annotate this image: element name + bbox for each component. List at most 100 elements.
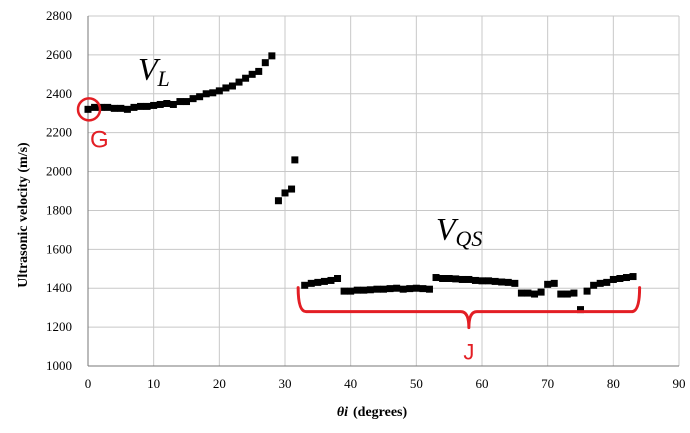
data-point bbox=[570, 289, 578, 297]
x-axis-title: θi (degrees) bbox=[337, 405, 408, 420]
x-tick-label: 40 bbox=[344, 376, 357, 391]
y-tick-label: 2200 bbox=[46, 125, 72, 140]
data-point bbox=[91, 103, 99, 111]
data-point bbox=[222, 84, 230, 92]
data-point bbox=[590, 281, 598, 289]
vl-annotation: VL bbox=[138, 51, 170, 91]
data-point bbox=[419, 285, 427, 293]
data-point bbox=[143, 102, 151, 110]
j-bracket bbox=[296, 286, 642, 330]
data-point bbox=[156, 100, 164, 108]
y-tick-label: 2800 bbox=[46, 8, 72, 23]
data-point bbox=[517, 289, 525, 297]
data-point bbox=[104, 103, 112, 111]
x-tick-label: 50 bbox=[410, 376, 423, 391]
data-point bbox=[465, 275, 473, 283]
data-point bbox=[380, 285, 387, 293]
data-point bbox=[491, 277, 499, 285]
data-point bbox=[458, 275, 466, 283]
data-point bbox=[616, 275, 624, 282]
y-tick-label: 1800 bbox=[46, 202, 72, 217]
data-point bbox=[544, 280, 552, 288]
data-point bbox=[557, 290, 565, 298]
data-point bbox=[189, 95, 197, 103]
data-point bbox=[248, 70, 256, 78]
data-point bbox=[307, 279, 315, 287]
data-point bbox=[340, 287, 348, 295]
x-tick-label: 80 bbox=[607, 376, 620, 391]
data-points bbox=[84, 52, 637, 314]
data-point bbox=[511, 279, 519, 287]
data-point bbox=[366, 286, 374, 294]
data-point bbox=[609, 275, 617, 283]
y-tick-labels: 1000 1200 1400 1600 1800 2000 2200 2400 2600 2800 bbox=[46, 8, 72, 373]
x-axis-title-main: θ bbox=[337, 405, 345, 420]
data-point bbox=[117, 104, 125, 112]
data-point bbox=[347, 287, 355, 295]
data-point bbox=[596, 279, 604, 287]
data-point bbox=[150, 101, 158, 109]
vqs-main: V bbox=[436, 211, 459, 247]
data-point bbox=[445, 275, 453, 282]
data-point bbox=[327, 276, 335, 284]
data-point bbox=[439, 275, 447, 282]
x-tick-label: 0 bbox=[85, 376, 92, 391]
data-point bbox=[320, 277, 328, 285]
data-point bbox=[531, 290, 539, 298]
vl-main: V bbox=[138, 51, 161, 87]
data-point bbox=[485, 277, 493, 285]
data-point bbox=[176, 98, 184, 106]
data-point bbox=[183, 98, 190, 106]
data-point bbox=[291, 156, 299, 164]
data-point bbox=[550, 279, 558, 287]
y-tick-label: 1600 bbox=[46, 241, 72, 256]
data-point bbox=[228, 82, 236, 90]
data-point bbox=[399, 285, 407, 293]
y-tick-label: 1000 bbox=[46, 358, 72, 373]
y-tick-label: 1400 bbox=[46, 280, 72, 295]
data-point bbox=[478, 277, 486, 285]
data-point bbox=[334, 275, 342, 282]
data-point bbox=[386, 285, 394, 293]
g-marker-circle bbox=[76, 97, 102, 122]
data-point bbox=[242, 74, 250, 82]
data-point bbox=[196, 93, 204, 101]
axes bbox=[87, 16, 679, 367]
y-tick-label: 2600 bbox=[46, 47, 72, 62]
data-point bbox=[353, 286, 361, 294]
data-point bbox=[498, 278, 506, 286]
data-point bbox=[169, 100, 177, 108]
g-label: G bbox=[90, 126, 109, 153]
data-point bbox=[84, 105, 92, 113]
x-tick-label: 30 bbox=[279, 376, 292, 391]
data-point bbox=[215, 87, 223, 95]
data-point bbox=[360, 286, 368, 294]
vl-sub: L bbox=[157, 66, 170, 91]
data-point bbox=[504, 278, 512, 286]
y-tick-label: 2000 bbox=[46, 164, 72, 179]
data-point bbox=[130, 103, 138, 111]
data-point bbox=[281, 189, 289, 197]
j-label: J bbox=[463, 340, 474, 365]
data-point bbox=[406, 285, 414, 293]
data-point bbox=[452, 275, 460, 283]
data-point bbox=[209, 89, 217, 97]
x-tick-label: 90 bbox=[673, 376, 686, 391]
y-tick-label: 1200 bbox=[46, 319, 72, 334]
data-point bbox=[471, 276, 479, 284]
data-point bbox=[537, 288, 545, 296]
data-point bbox=[268, 52, 276, 60]
x-tick-label: 20 bbox=[213, 376, 226, 391]
data-point bbox=[583, 287, 591, 295]
data-point bbox=[425, 285, 433, 293]
data-point bbox=[255, 67, 263, 75]
x-tick-labels: 0 10 20 30 40 50 60 70 80 90 bbox=[85, 376, 686, 391]
data-point bbox=[274, 197, 282, 205]
data-point bbox=[563, 290, 571, 298]
data-point bbox=[577, 306, 584, 314]
data-point bbox=[301, 281, 309, 289]
x-tick-label: 70 bbox=[541, 376, 554, 391]
data-point bbox=[261, 59, 269, 67]
